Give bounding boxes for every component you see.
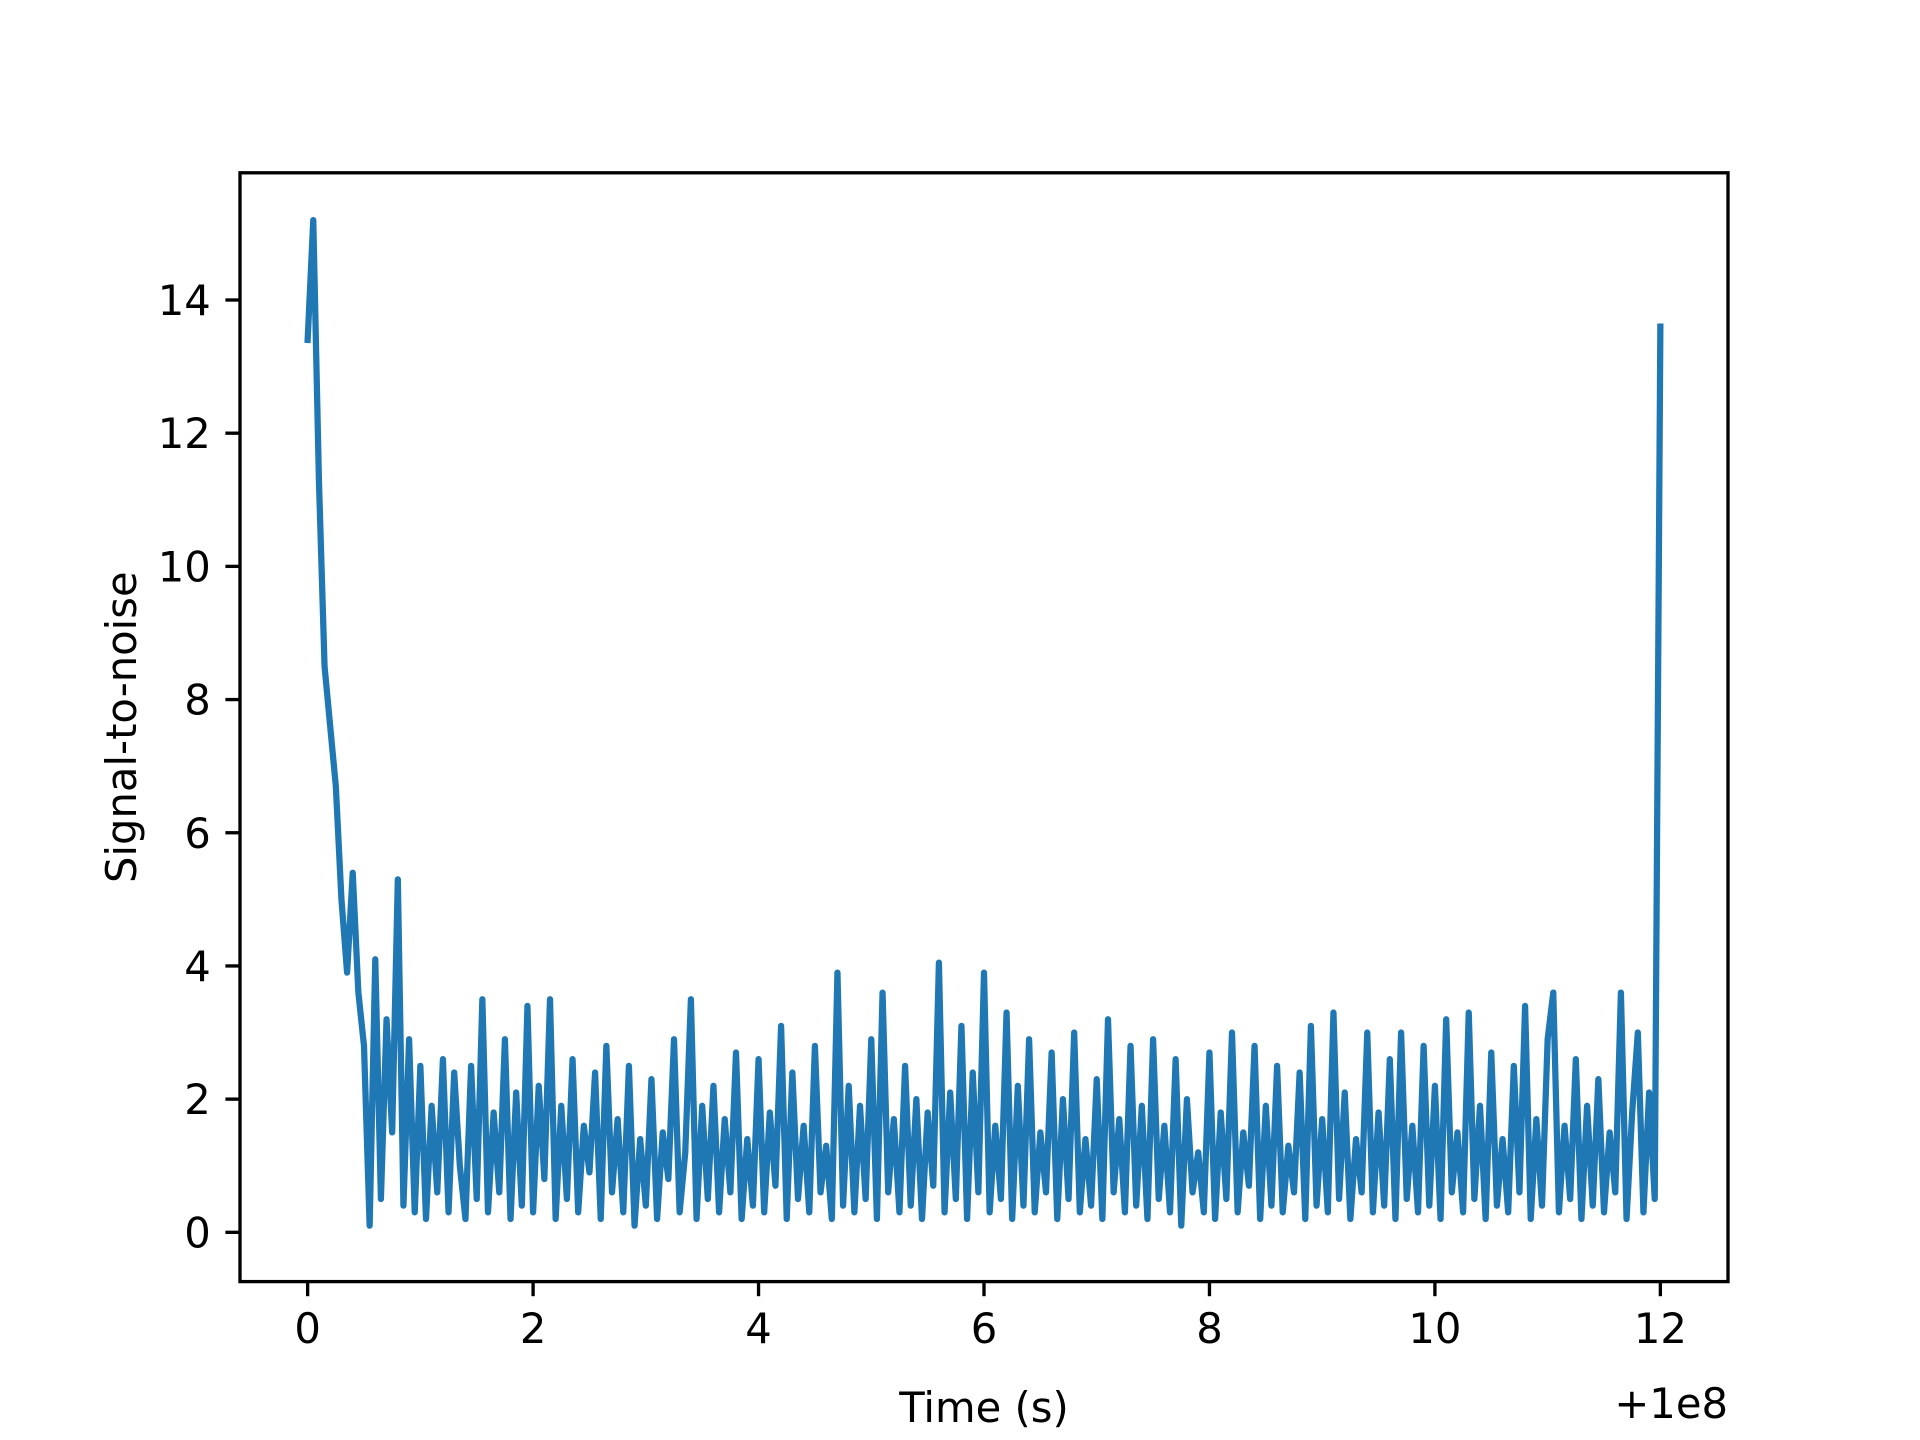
x-tick-label: 10 (1408, 1304, 1461, 1353)
y-tick-label: 4 (184, 942, 211, 991)
x-tick-label: 8 (1196, 1304, 1223, 1353)
y-tick-label: 6 (184, 809, 211, 858)
y-tick-label: 12 (158, 409, 211, 458)
x-tick-label: 6 (971, 1304, 998, 1353)
x-offset-label: +1e8 (1614, 1379, 1728, 1428)
y-tick-label: 0 (184, 1208, 211, 1257)
x-axis-label: Time (s) (898, 1383, 1069, 1432)
y-tick-label: 8 (184, 676, 211, 725)
y-tick-label: 2 (184, 1075, 211, 1124)
data-line (304, 216, 1664, 1229)
y-tick-label: 10 (158, 542, 211, 591)
x-tick-label: 4 (745, 1304, 772, 1353)
x-tick-label: 0 (294, 1304, 321, 1353)
y-axis-label: Signal-to-noise (97, 571, 146, 883)
y-tick-label: 14 (158, 276, 211, 325)
x-tick-label: 2 (520, 1304, 547, 1353)
x-tick-label: 12 (1634, 1304, 1687, 1353)
